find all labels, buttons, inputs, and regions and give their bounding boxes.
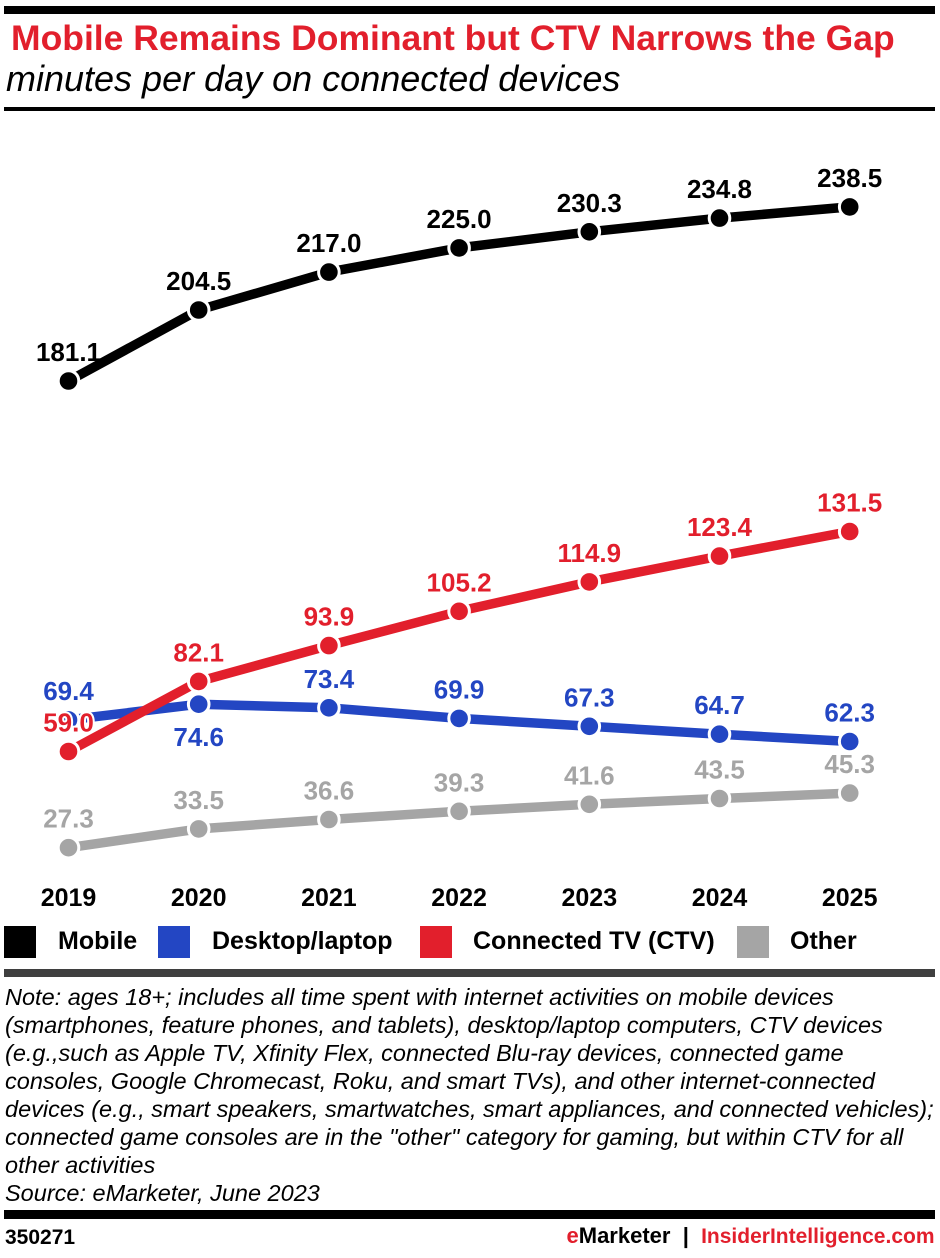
svg-text:230.3: 230.3 [557, 188, 622, 218]
svg-text:204.5: 204.5 [166, 266, 231, 296]
svg-text:27.3: 27.3 [43, 804, 94, 834]
svg-text:2021: 2021 [301, 884, 357, 912]
svg-text:2020: 2020 [171, 884, 227, 912]
svg-text:131.5: 131.5 [817, 488, 882, 518]
svg-text:33.5: 33.5 [173, 785, 224, 815]
svg-text:43.5: 43.5 [694, 755, 745, 785]
svg-text:69.9: 69.9 [434, 674, 485, 704]
svg-text:41.6: 41.6 [564, 760, 615, 790]
svg-text:2022: 2022 [431, 884, 487, 912]
svg-text:217.0: 217.0 [296, 228, 361, 258]
svg-text:234.8: 234.8 [687, 174, 752, 204]
svg-text:39.3: 39.3 [434, 767, 485, 797]
svg-text:62.3: 62.3 [824, 698, 875, 728]
svg-text:114.9: 114.9 [557, 538, 621, 568]
svg-text:105.2: 105.2 [427, 567, 492, 597]
svg-text:36.6: 36.6 [304, 776, 355, 806]
svg-text:64.7: 64.7 [694, 690, 745, 720]
svg-text:67.3: 67.3 [564, 682, 615, 712]
svg-text:238.5: 238.5 [817, 163, 882, 193]
svg-text:2024: 2024 [692, 884, 748, 912]
svg-text:69.4: 69.4 [43, 676, 94, 706]
svg-text:123.4: 123.4 [687, 512, 753, 542]
svg-text:45.3: 45.3 [824, 749, 875, 779]
svg-text:2023: 2023 [561, 884, 617, 912]
svg-text:82.1: 82.1 [173, 637, 224, 667]
svg-text:2025: 2025 [822, 884, 878, 912]
svg-text:181.1: 181.1 [36, 337, 101, 367]
svg-text:225.0: 225.0 [427, 204, 492, 234]
svg-text:93.9: 93.9 [304, 602, 355, 632]
svg-text:74.6: 74.6 [173, 722, 224, 752]
svg-text:2019: 2019 [41, 884, 97, 912]
svg-text:73.4: 73.4 [304, 664, 355, 694]
svg-text:59.0: 59.0 [43, 708, 94, 738]
